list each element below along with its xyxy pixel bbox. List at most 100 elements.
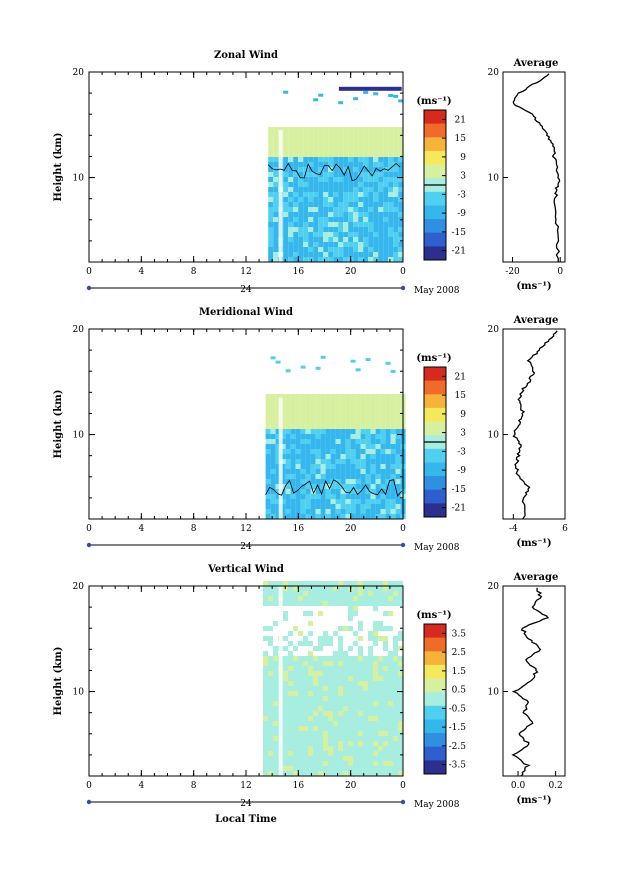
colorbar-unit: (ms⁻¹) [416,353,451,364]
x-tick-label: 0 [400,524,406,534]
colorbar-swatch [424,705,446,720]
colorbar-tick-label: 15 [455,391,467,401]
profile-y-tick-label: 20 [488,325,500,335]
colorbar-tick-label: -3 [457,447,466,457]
x-tick-label: 0 [86,267,92,277]
colorbar-tick-label: -0.5 [449,704,467,714]
colorbar-tick-label: 0.5 [452,686,467,696]
y-tick-label: 10 [73,431,85,441]
colorbar-tick-label: -21 [452,504,467,514]
panel-0: Zonal Wind 10 20 0 4 8 12 16 20 0 24 May 2008 Height… [53,50,566,296]
x-tick-label: 4 [138,781,144,791]
colorbar-unit: (ms⁻¹) [416,96,451,107]
y-tick-label: 20 [73,325,85,335]
colorbar-swatch [424,150,446,165]
x-tick-label: 16 [293,781,305,791]
colorbar-swatch [424,624,446,639]
profile-x-label: (ms⁻¹) [516,795,551,806]
colorbar-swatch [424,246,446,261]
colorbar-swatch [424,367,446,382]
day-start-marker [86,542,92,548]
x-tick-label: 0 [86,524,92,534]
heatmap-cells [263,581,403,776]
x-tick-label: 12 [240,267,251,277]
colorbar-swatch [424,692,446,707]
day-label: 24 [240,799,252,809]
colorbar-swatch [424,760,446,775]
colorbar-tick-label: 1.5 [452,667,467,677]
colorbar-swatch [424,746,446,761]
profile-title: Average [513,572,559,583]
colorbar-unit: (ms⁻¹) [416,610,451,621]
colorbar-tick-label: 9 [460,153,466,163]
y-tick-label: 10 [73,174,85,184]
x-tick-label: 0 [400,781,406,791]
profile-y-tick-label: 20 [488,68,500,78]
panel-title: Zonal Wind [214,50,278,61]
profile-frame [502,328,566,520]
colorbar-swatch [424,164,446,179]
colorbar-swatch [424,637,446,652]
profile-y-tick-label: 10 [488,688,500,698]
x-tick-label: 0 [86,781,92,791]
colorbar-tick-label: -15 [452,228,467,238]
colorbar-swatch [424,123,446,138]
y-tick-label: 20 [73,68,85,78]
colorbar-swatch [424,110,446,125]
profile-frame [502,71,566,263]
colorbar-swatch [424,232,446,247]
colorbar-swatch [424,733,446,748]
panel-1: Meridional Wind 10 20 0 4 8 12 16 20 0 24 May 2008 H… [53,307,568,553]
colorbar-tick-label: -21 [452,247,467,257]
x-tick-label: 20 [345,781,357,791]
y-axis-label: Height (km) [53,133,64,202]
x-tick-label: 4 [138,524,144,534]
x-tick-label: 20 [345,524,357,534]
profile-x-label: (ms⁻¹) [516,538,551,549]
x-tick-label: 16 [293,267,305,277]
colorbar-swatch [424,462,446,477]
colorbar-swatch [424,407,446,422]
day-end-marker [400,799,406,805]
colorbar-tick-label: 21 [455,115,466,125]
colorbar-swatch [424,448,446,463]
x-tick-label: 4 [138,267,144,277]
day-end-marker [400,285,406,291]
colorbar-swatch [424,489,446,504]
colorbar-tick-label: -15 [452,485,467,495]
date-label: May 2008 [414,286,460,296]
y-tick-label: 20 [73,582,85,592]
profile-y-tick-label: 10 [488,174,500,184]
colorbar-swatch [424,137,446,152]
x-axis-label: Local Time [215,814,277,825]
profile-y-tick-label: 20 [488,582,500,592]
colorbar-swatch [424,421,446,436]
profile-title: Average [513,58,559,69]
profile-line [512,73,561,263]
day-label: 24 [240,285,252,295]
colorbar-frame [423,623,447,775]
day-start-marker [86,799,92,805]
x-tick-label: 0 [400,267,406,277]
date-label: May 2008 [414,543,460,553]
colorbar-swatch [424,503,446,518]
colorbar-swatch [424,394,446,409]
colorbar-swatch [424,651,446,666]
colorbar-tick-label: 2.5 [452,648,467,658]
profile-x-tick-label: 0.0 [511,781,526,791]
x-tick-label: 12 [240,524,251,534]
x-tick-label: 12 [240,781,251,791]
colorbar-swatch [424,664,446,679]
profile-line [511,587,550,777]
panel-2: Vertical Wind 10 20 0 4 8 12 16 20 0 24 May 2008 Hei… [53,564,566,825]
day-label: 24 [240,542,252,552]
colorbar-swatch [424,719,446,734]
profile-x-label: (ms⁻¹) [516,281,551,292]
date-label: May 2008 [414,800,460,810]
profile-x-tick-label: 6 [562,524,568,534]
profile-title: Average [513,315,559,326]
contour-line [265,479,402,497]
profile-y-tick-label: 10 [488,431,500,441]
day-end-marker [400,542,406,548]
colorbar-tick-label: 3 [460,429,466,439]
